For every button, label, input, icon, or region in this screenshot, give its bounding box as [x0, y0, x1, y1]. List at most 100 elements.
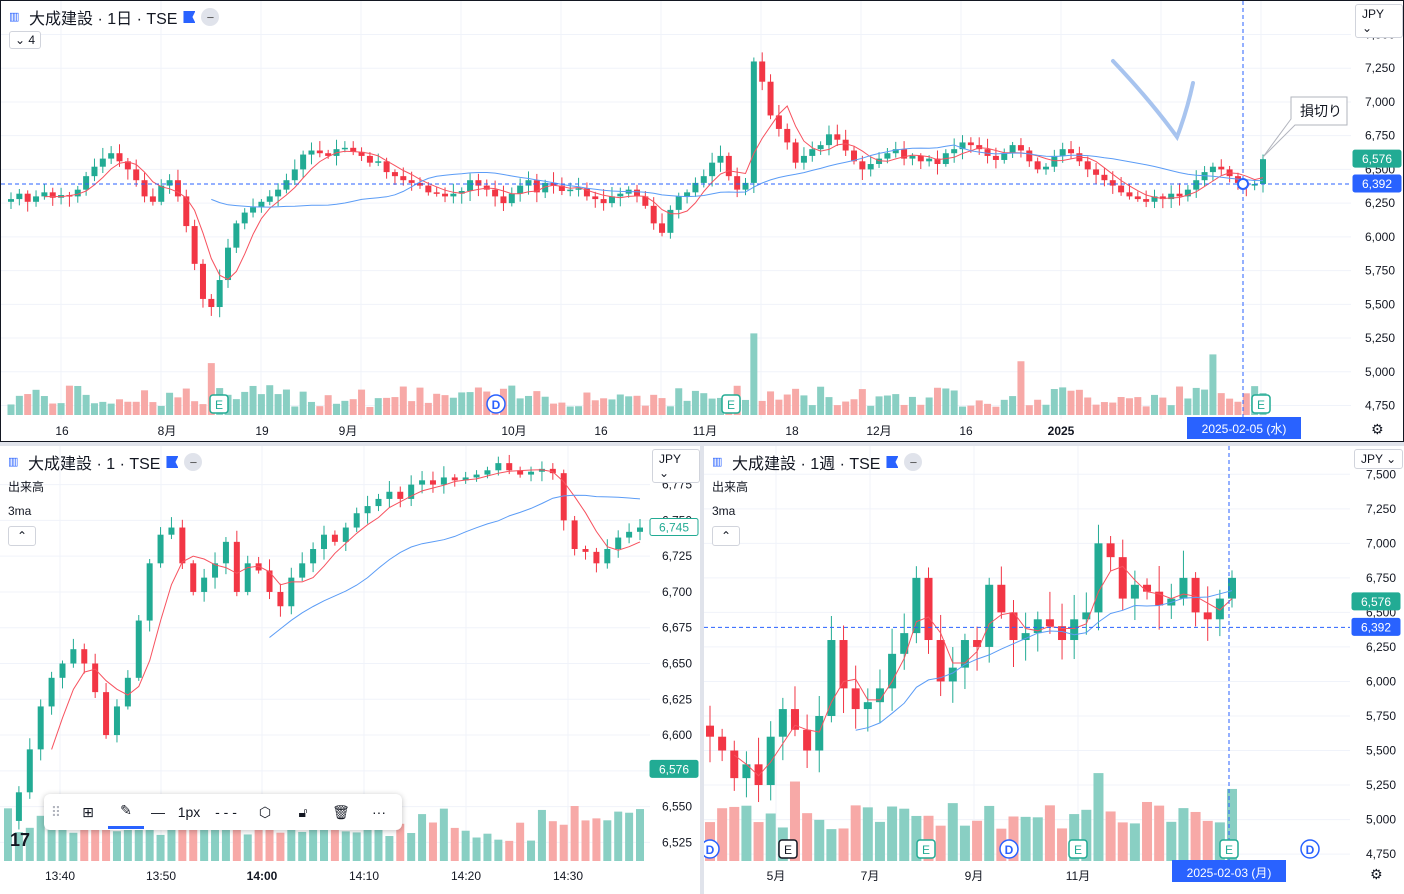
line-style-icon[interactable]: — — [151, 804, 165, 820]
candle — [1026, 150, 1033, 162]
candle — [778, 709, 787, 737]
volume-bar — [461, 830, 470, 861]
candle — [567, 189, 574, 192]
volume-bar — [899, 808, 910, 861]
volume-bar — [107, 403, 115, 415]
candle — [225, 247, 232, 281]
lock-icon[interactable]: 🔓︎ — [298, 803, 308, 820]
currency-select[interactable]: JPY ⌄ — [1355, 4, 1403, 38]
intraday-chart-canvas[interactable]: 6,7756,7506,7256,7006,6756,6506,6256,600… — [0, 446, 700, 894]
volume-bar — [741, 805, 752, 861]
candle — [1179, 577, 1188, 599]
volume-bar — [516, 822, 525, 861]
candle — [792, 142, 799, 163]
indicator-collapse-button[interactable]: ⌄ 4 — [9, 31, 42, 49]
candle — [1215, 598, 1224, 620]
candle — [717, 155, 724, 163]
candle — [718, 736, 727, 751]
candle — [1143, 199, 1150, 202]
candle — [316, 150, 323, 154]
volume-bar — [309, 822, 318, 861]
volume-bar — [1032, 817, 1043, 861]
daily-chart-pane[interactable]: 7,5007,2507,0006,7506,5006,2506,0005,750… — [0, 0, 1404, 442]
volume-bar — [47, 816, 56, 861]
flag-icon[interactable] — [166, 456, 179, 468]
daily-chart-canvas[interactable]: 7,5007,2507,0006,7506,5006,2506,0005,750… — [1, 1, 1404, 442]
time-axis-label: 8月 — [158, 424, 177, 438]
candle — [1118, 557, 1127, 599]
pencil-color-icon[interactable]: ✎ — [108, 796, 144, 829]
minus-icon[interactable]: − — [904, 453, 923, 471]
trash-icon[interactable]: 🗑︎ — [332, 803, 350, 820]
flag-icon[interactable] — [183, 11, 196, 23]
annotation-text: 損切り — [1300, 103, 1342, 119]
candle — [734, 176, 741, 190]
candle — [366, 155, 373, 163]
candle — [754, 764, 763, 786]
volume-bar — [1057, 828, 1068, 861]
volume-bar — [90, 403, 98, 415]
volume-bar — [330, 819, 339, 861]
time-axis-label: 2025 — [1048, 424, 1075, 438]
volume-bar — [266, 385, 274, 415]
candle — [166, 180, 173, 186]
volume-bar — [708, 398, 716, 415]
crosshair-date-bg — [1172, 860, 1286, 882]
collapse-up-button[interactable]: ⌃ — [712, 526, 740, 546]
candle — [81, 649, 88, 664]
earnings-marker-label: E — [922, 843, 930, 857]
candle — [700, 176, 707, 183]
moving-average-line — [733, 565, 1233, 777]
currency-select[interactable]: JPY ⌄ — [1354, 449, 1404, 469]
minus-icon[interactable]: − — [201, 8, 220, 26]
weekly-chart-canvas[interactable]: 7,5007,2507,0006,7506,5006,2506,0005,750… — [704, 446, 1404, 894]
drag-handle-icon[interactable]: ⠿ — [50, 803, 62, 820]
candle — [49, 192, 56, 198]
volume-bar — [1166, 821, 1177, 861]
candle — [834, 134, 841, 140]
more-icon[interactable]: ··· — [372, 804, 386, 820]
candle — [684, 192, 691, 197]
candle — [549, 468, 556, 474]
volume-bar — [1209, 354, 1217, 415]
pane-divider-horizontal[interactable] — [0, 442, 1404, 446]
dash-style-icon[interactable]: - - - — [215, 804, 237, 820]
volume-bar — [7, 404, 15, 415]
candle — [1058, 626, 1067, 641]
settings-icon[interactable]: ⬡ — [258, 803, 272, 820]
candle — [615, 537, 622, 550]
minus-icon[interactable]: − — [184, 453, 203, 471]
candle — [310, 549, 317, 564]
volume-bar — [1190, 811, 1201, 861]
volume-bar — [862, 807, 873, 861]
settings-gear-icon[interactable]: ⚙ — [1371, 421, 1384, 437]
current-price-label-bg — [649, 759, 699, 778]
flag-icon[interactable] — [886, 456, 899, 468]
volume-bar — [49, 403, 57, 415]
line-width-label[interactable]: 1px — [177, 804, 201, 820]
volume-bar — [358, 389, 366, 415]
crosshair-price-label-bg — [1352, 174, 1402, 193]
volume-bar — [758, 400, 766, 415]
volume-bar — [352, 832, 361, 861]
candle — [750, 61, 757, 183]
weekly-chart-pane[interactable]: 7,500 7,250 7,000 6,750 6,500 6,250 6,000 5,750… — [704, 446, 1404, 894]
candle — [1260, 159, 1266, 184]
currency-select[interactable]: JPY ⌄ — [652, 449, 700, 483]
candle — [800, 155, 807, 163]
volume-bar — [433, 393, 441, 415]
volume-bar — [80, 819, 89, 861]
pane-divider-vertical[interactable] — [700, 446, 704, 894]
time-axis-label: 18 — [785, 424, 799, 438]
candle — [1033, 619, 1042, 634]
settings-gear-icon[interactable]: ⚙ — [1370, 866, 1383, 882]
volume-bar — [408, 401, 416, 415]
candle — [730, 750, 739, 779]
candle — [859, 161, 866, 170]
collapse-up-button[interactable]: ⌃ — [8, 526, 36, 546]
volume-bar — [24, 394, 32, 415]
candle — [948, 667, 957, 682]
candle — [113, 706, 120, 736]
candle — [116, 153, 123, 162]
templates-icon[interactable]: ⊞ — [82, 803, 94, 820]
